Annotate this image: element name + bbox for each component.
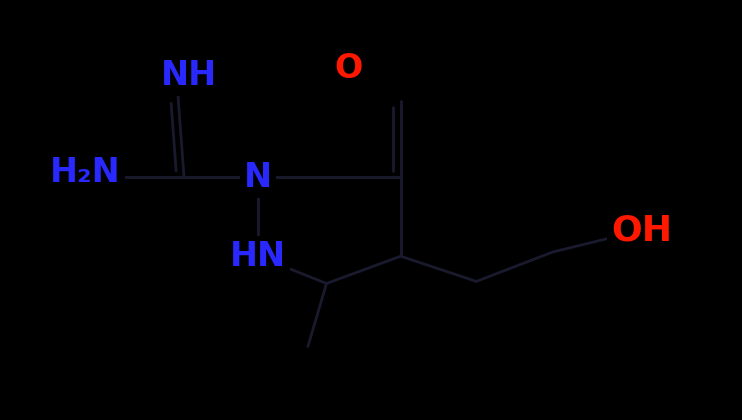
Text: NH: NH: [161, 59, 217, 92]
Text: N: N: [244, 161, 272, 194]
Text: OH: OH: [611, 213, 672, 247]
Text: H₂N: H₂N: [50, 156, 121, 189]
Text: HN: HN: [230, 240, 286, 273]
Text: O: O: [335, 52, 363, 84]
